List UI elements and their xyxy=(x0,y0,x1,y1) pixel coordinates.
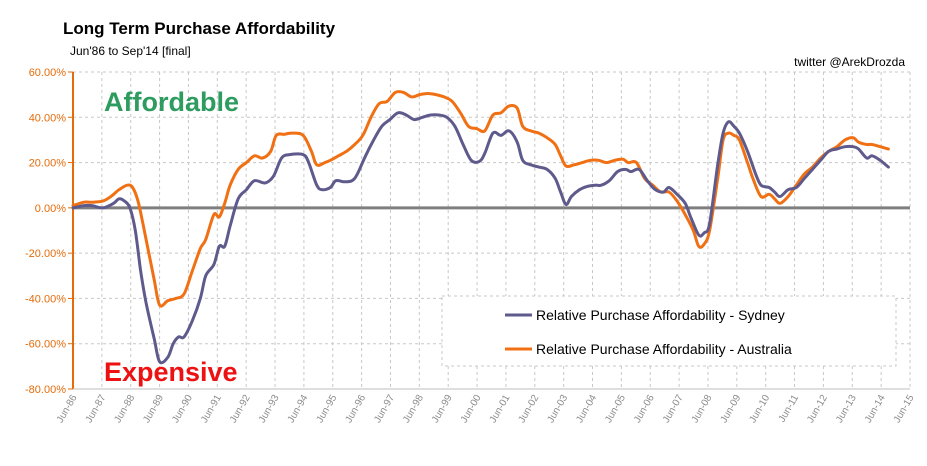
x-tick-label: Jun-03 xyxy=(545,393,570,425)
y-tick-labels: 60.00% 40.00% 20.00% 0.00% -20.00% -40.00% -60… xyxy=(25,67,73,396)
x-tick-label: Jun-92 xyxy=(228,393,253,425)
chart-title: Long Term Purchase Affordability xyxy=(63,19,336,38)
y-tick-label: 20.00% xyxy=(29,158,67,170)
x-tick-label: Jun-96 xyxy=(343,393,368,425)
y-tick-label: -80.00% xyxy=(25,384,66,396)
annotation-affordable: Affordable xyxy=(104,87,239,117)
x-tick-label: Jun-91 xyxy=(199,393,224,425)
x-tick-label: Jun-06 xyxy=(632,393,657,425)
x-tick-label: Jun-95 xyxy=(315,393,340,425)
legend-label-australia: Relative Purchase Affordability - Austra… xyxy=(536,341,792,357)
credit-text: twitter @ArekDrozda xyxy=(794,55,905,69)
x-tick-label: Jun-97 xyxy=(372,393,397,425)
series-line-sydney xyxy=(71,111,890,365)
x-tick-label: Jun-99 xyxy=(430,393,455,425)
x-tick-label: Jun-88 xyxy=(113,393,138,425)
y-tick-label: 0.00% xyxy=(35,203,66,215)
x-tick-label: Jun-09 xyxy=(719,393,744,425)
y-tick-label: -20.00% xyxy=(25,248,66,260)
x-tick-label: Jun-90 xyxy=(170,393,195,425)
x-tick-label: Jun-08 xyxy=(690,393,715,425)
y-tick-label: -60.00% xyxy=(25,339,66,351)
x-tick-label: Jun-94 xyxy=(286,393,311,425)
x-tick-label: Jun-86 xyxy=(55,393,80,425)
series-line-australia xyxy=(71,90,890,308)
series-lines xyxy=(71,90,890,365)
x-tick-label: Jun-10 xyxy=(747,393,772,425)
annotation-expensive: Expensive xyxy=(104,357,238,387)
x-tick-label: Jun-07 xyxy=(661,393,686,425)
y-tick-label: -40.00% xyxy=(25,293,66,305)
x-tick-label: Jun-98 xyxy=(401,393,426,425)
x-tick-label: Jun-11 xyxy=(777,393,802,425)
x-tick-label: Jun-02 xyxy=(517,393,542,425)
x-tick-label: Jun-93 xyxy=(257,393,282,425)
x-tick-label: Jun-05 xyxy=(603,393,628,425)
x-tick-label: Jun-15 xyxy=(892,393,917,425)
x-tick-label: Jun-14 xyxy=(863,393,888,425)
x-tick-label: Jun-87 xyxy=(84,393,109,425)
x-tick-labels: Jun-86 Jun-87 Jun-88 Jun-89 Jun-90 Jun-91 Jun-… xyxy=(55,393,917,425)
chart-subtitle: Jun'86 to Sep'14 [final] xyxy=(70,44,191,58)
x-tick-label: Jun-01 xyxy=(488,393,513,425)
x-tick-label: Jun-89 xyxy=(141,393,166,425)
y-tick-label: 60.00% xyxy=(29,67,67,79)
legend: Relative Purchase Affordability - Sydney… xyxy=(441,295,897,367)
x-tick-label: Jun-12 xyxy=(805,393,830,425)
legend-box xyxy=(441,295,897,367)
x-tick-label: Jun-00 xyxy=(459,393,484,425)
legend-label-sydney: Relative Purchase Affordability - Sydney xyxy=(536,307,785,323)
x-tick-label: Jun-13 xyxy=(834,393,859,425)
x-tick-label: Jun-04 xyxy=(574,393,599,425)
y-tick-label: 40.00% xyxy=(29,112,67,124)
